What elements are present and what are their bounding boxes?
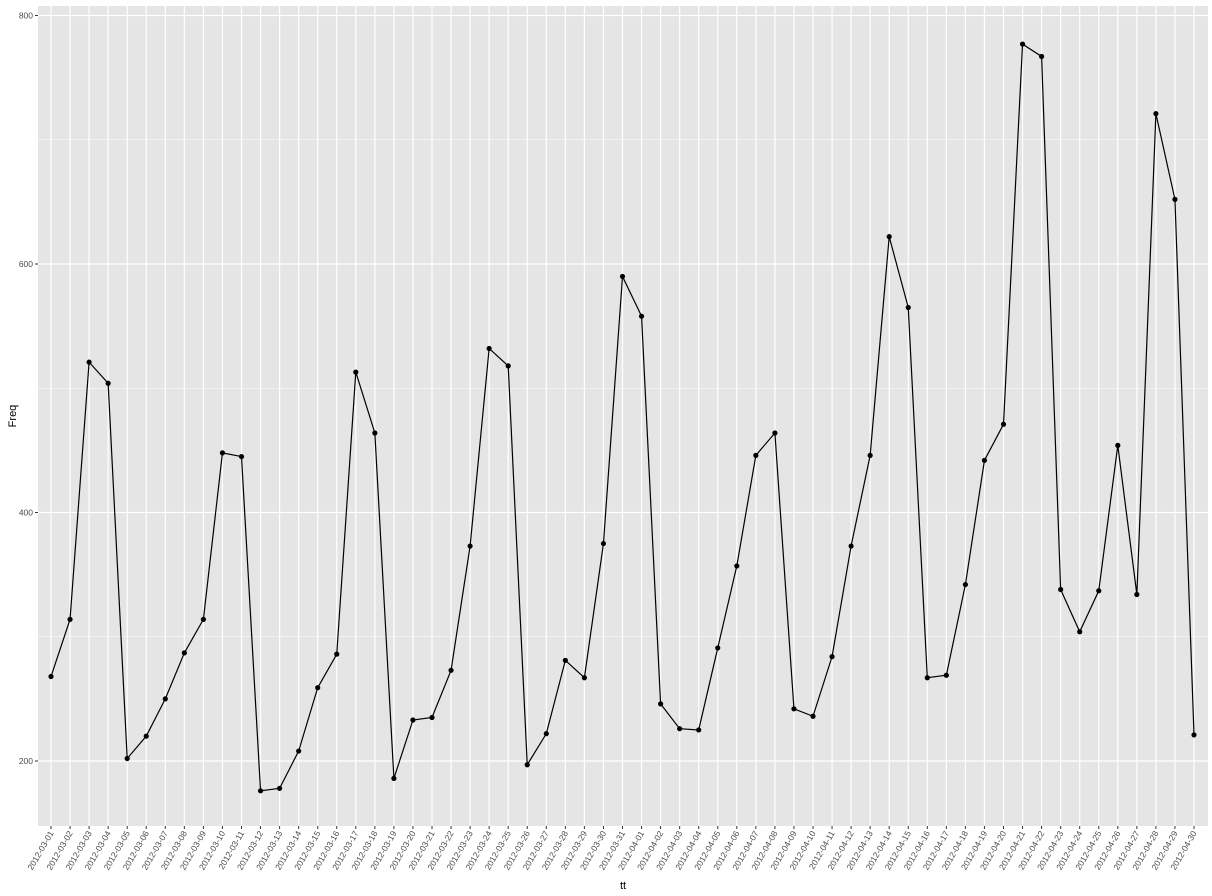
- data-point: [829, 654, 835, 660]
- data-point: [1000, 421, 1007, 427]
- data-point: [505, 363, 511, 369]
- data-point: [48, 673, 54, 680]
- data-point: [86, 359, 92, 365]
- data-point: [543, 731, 549, 737]
- data-point: [277, 785, 283, 791]
- data-point: [1172, 196, 1178, 202]
- data-point: [391, 775, 397, 781]
- data-point: [200, 616, 206, 622]
- data-point: [696, 727, 702, 733]
- data-point: [448, 667, 454, 673]
- data-point: [562, 657, 568, 663]
- y-axis-title: Freq: [7, 405, 19, 428]
- data-point: [1039, 53, 1045, 60]
- data-point: [772, 430, 778, 436]
- data-point: [315, 685, 321, 691]
- data-point: [162, 696, 168, 702]
- data-points: [48, 41, 1197, 794]
- data-point: [67, 616, 73, 622]
- data-point: [791, 706, 797, 712]
- data-point: [296, 748, 302, 754]
- data-point: [429, 714, 435, 721]
- data-point: [467, 543, 473, 549]
- data-point: [886, 234, 892, 240]
- data-point: [1077, 629, 1083, 635]
- data-point: [124, 755, 130, 762]
- data-point: [810, 713, 816, 719]
- data-point: [867, 452, 873, 458]
- data-point: [677, 726, 683, 732]
- data-point: [1191, 732, 1197, 738]
- data-point: [410, 717, 416, 723]
- data-point: [353, 369, 359, 375]
- data-point: [372, 430, 378, 436]
- data-point: [486, 345, 492, 352]
- data-point: [1058, 586, 1064, 593]
- data-point: [143, 733, 149, 739]
- data-point: [600, 540, 607, 547]
- y-tick-label: 600: [19, 259, 33, 269]
- x-axis-title: tt: [620, 880, 626, 892]
- data-point: [105, 380, 111, 386]
- major-grid-lines: [38, 6, 1208, 826]
- data-point: [924, 675, 930, 681]
- data-point: [734, 563, 740, 569]
- data-point: [257, 788, 264, 794]
- data-point: [1019, 41, 1026, 47]
- data-point: [619, 273, 626, 280]
- data-point: [981, 457, 988, 463]
- data-point: [638, 313, 645, 319]
- data-point: [181, 650, 187, 656]
- data-point: [962, 581, 969, 588]
- data-point: [238, 453, 245, 460]
- data-point: [219, 450, 226, 456]
- y-axis-ticks: 200 400 600 800: [19, 11, 38, 766]
- data-point: [848, 543, 854, 549]
- data-point: [524, 762, 530, 768]
- data-point: [1096, 588, 1102, 594]
- data-point: [658, 701, 664, 707]
- x-axis-ticks: 2012-03-012012-03-022012-03-032012-03-04…: [25, 826, 1199, 872]
- data-point: [753, 452, 759, 458]
- data-point: [334, 651, 340, 657]
- data-point: [1115, 442, 1121, 448]
- data-point: [1134, 591, 1140, 598]
- y-tick-label: 800: [19, 11, 33, 21]
- data-point: [1153, 111, 1159, 117]
- data-point: [581, 675, 588, 681]
- data-point: [905, 304, 911, 311]
- y-tick-label: 200: [19, 756, 33, 766]
- data-point: [943, 672, 949, 678]
- y-tick-label: 400: [19, 508, 33, 518]
- data-point: [715, 645, 721, 651]
